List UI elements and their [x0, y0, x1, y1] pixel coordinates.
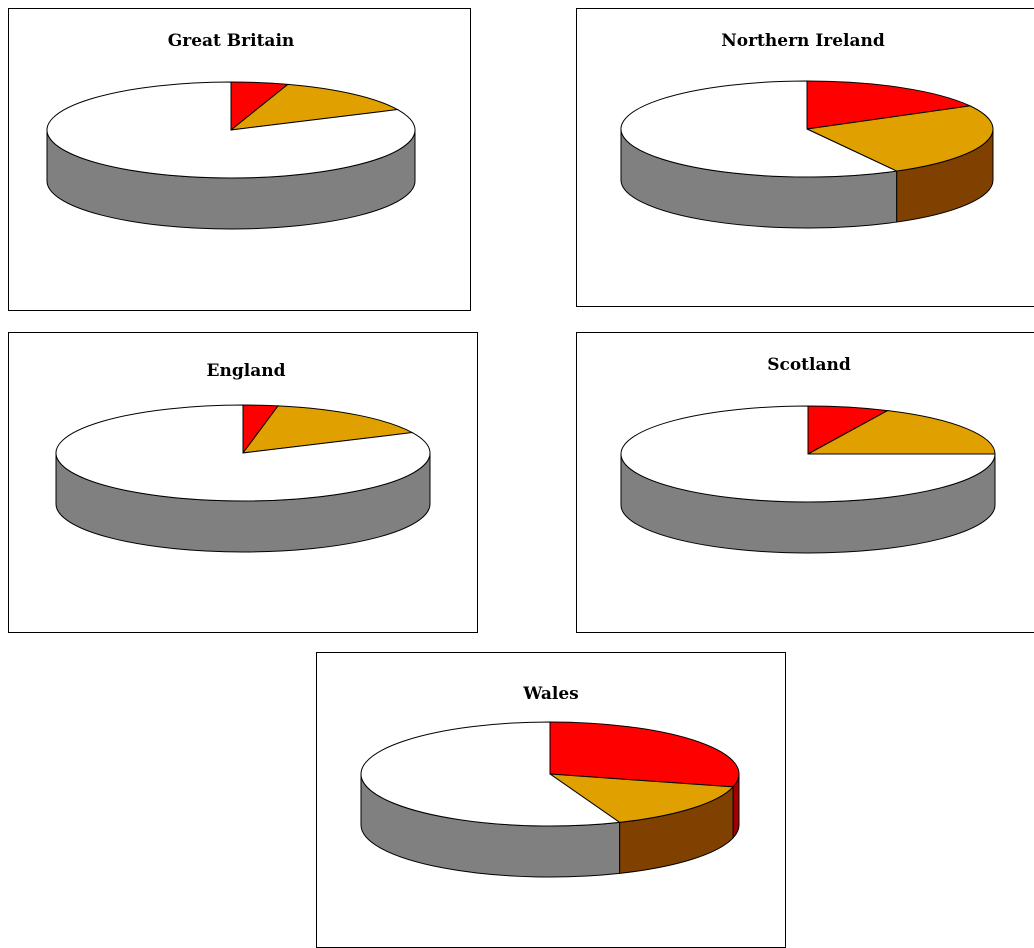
pie-slice: [548, 773, 735, 823]
pie-chart-great-britain: Great Britain: [46, 31, 416, 230]
chart-title: England: [207, 361, 286, 381]
pie-chart-england: England: [55, 361, 431, 553]
pie-slice: [55, 404, 431, 502]
pie-slice: [620, 80, 899, 178]
chart-title: Scotland: [767, 355, 851, 375]
pie-slice: [805, 105, 994, 172]
pie-slice: [360, 721, 621, 827]
pie-slices: [620, 80, 994, 178]
chart-title: Northern Ireland: [721, 31, 885, 51]
pie-slice: [241, 405, 414, 454]
pie-chart-wales: Wales: [360, 684, 740, 878]
pie-slices: [360, 721, 740, 827]
pie-panel-northern-ireland: Northern Ireland: [576, 8, 1034, 307]
pie-slice: [807, 410, 996, 455]
pie-slices: [620, 405, 996, 503]
chart-title: Great Britain: [168, 31, 295, 51]
pie-slice: [549, 721, 740, 788]
chart-title: Wales: [522, 684, 578, 704]
pie-slice: [46, 81, 416, 179]
pie-panel-scotland: Scotland: [576, 332, 1034, 633]
pie-slice: [806, 80, 972, 130]
pie-panel-wales: Wales: [316, 652, 786, 948]
pie-panel-great-britain: Great Britain: [8, 8, 471, 311]
pie-slices: [55, 404, 431, 502]
pie-slices: [46, 81, 416, 179]
pie-chart-northern-ireland: Northern Ireland: [620, 31, 994, 229]
pie-slice: [229, 83, 400, 131]
pie-panel-england: England: [8, 332, 478, 633]
pie-slice: [620, 405, 996, 503]
pie-chart-scotland: Scotland: [620, 355, 996, 554]
